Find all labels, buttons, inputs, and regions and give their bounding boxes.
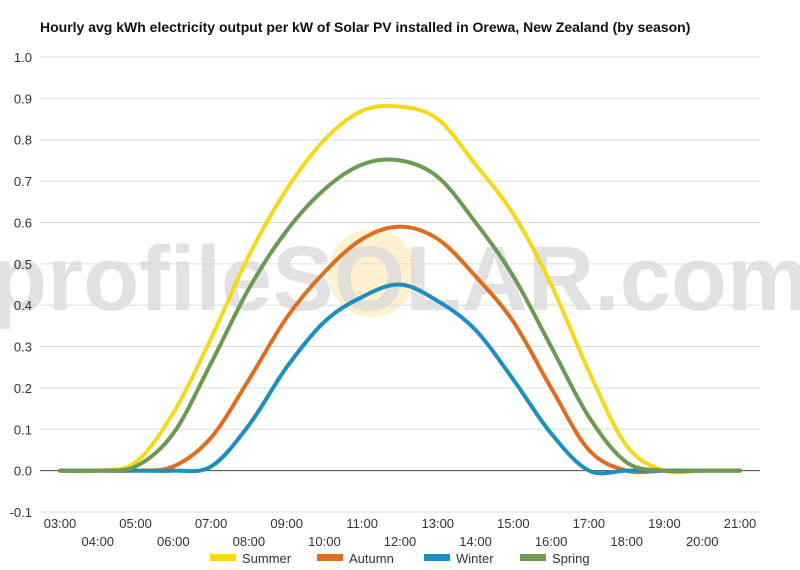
legend-item-spring: Spring <box>520 551 590 566</box>
x-tick-label: 07:00 <box>195 516 228 531</box>
x-tick-label: 04:00 <box>82 534 115 549</box>
legend-item-autumn: Autumn <box>317 551 394 566</box>
legend-swatch-autumn <box>317 554 343 561</box>
legend-item-winter: Winter <box>424 551 494 566</box>
x-tick-label: 05:00 <box>119 516 152 531</box>
y-tick-label: 0.3 <box>14 340 32 355</box>
y-tick-label: 0.2 <box>14 381 32 396</box>
x-tick-label: 20:00 <box>686 534 719 549</box>
y-tick-label: 0.8 <box>14 133 32 148</box>
legend-label-winter: Winter <box>456 551 494 566</box>
x-tick-label: 08:00 <box>233 534 266 549</box>
watermark-sun <box>328 229 416 317</box>
y-tick-label: 0.9 <box>14 91 32 106</box>
x-tick-label: 13:00 <box>422 516 455 531</box>
x-tick-label: 17:00 <box>573 516 606 531</box>
legend-label-spring: Spring <box>552 551 590 566</box>
series-line-spring <box>58 157 742 474</box>
y-tick-label: 0.0 <box>14 464 32 479</box>
y-tick-label: -0.1 <box>10 505 32 520</box>
x-tick-label: 12:00 <box>384 534 417 549</box>
series-line-summer <box>58 103 742 475</box>
y-tick-label: 0.6 <box>14 215 32 230</box>
x-tick-label: 10:00 <box>308 534 341 549</box>
y-tick-label: 0.7 <box>14 174 32 189</box>
x-tick-label: 19:00 <box>648 516 681 531</box>
y-tick-label: 0.4 <box>14 298 32 313</box>
watermark-text: profileSOLAR.com <box>0 228 800 330</box>
legend-swatch-summer <box>210 554 236 561</box>
y-tick-label: 0.1 <box>14 422 32 437</box>
x-tick-label: 16:00 <box>535 534 568 549</box>
x-tick-label: 06:00 <box>157 534 190 549</box>
x-tick-label: 15:00 <box>497 516 530 531</box>
legend-swatch-spring <box>520 554 546 561</box>
x-tick-label: 21:00 <box>724 516 757 531</box>
x-tick-label: 09:00 <box>270 516 303 531</box>
series-line-winter <box>58 282 742 476</box>
legend-item-summer: Summer <box>210 551 292 566</box>
x-tick-label: 11:00 <box>346 516 378 531</box>
legend-label-summer: Summer <box>242 551 292 566</box>
chart-title: Hourly avg kWh electricity output per kW… <box>40 19 691 35</box>
legend-label-autumn: Autumn <box>349 551 394 566</box>
watermark: profileSOLAR.com <box>0 228 800 330</box>
x-tick-label: 18:00 <box>610 534 643 549</box>
y-tick-label: 0.5 <box>14 257 32 272</box>
x-tick-label: 03:00 <box>44 516 77 531</box>
x-tick-label: 14:00 <box>459 534 492 549</box>
y-tick-label: 1.0 <box>14 50 32 65</box>
legend-swatch-winter <box>424 554 450 561</box>
